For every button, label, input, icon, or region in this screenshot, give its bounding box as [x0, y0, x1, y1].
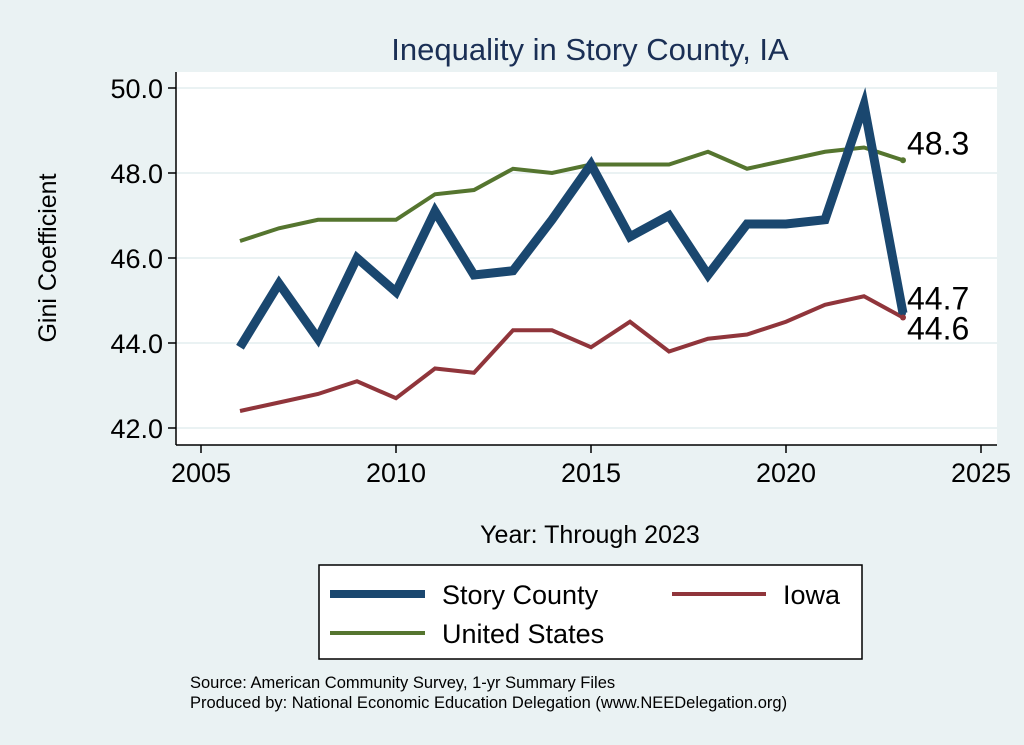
legend-label-united-states: United States: [442, 619, 604, 649]
legend-label-iowa: Iowa: [783, 580, 841, 610]
y-axis-label: Gini Coefficient: [34, 173, 62, 342]
x-tick-label: 2010: [366, 458, 426, 488]
end-label-united-states: 48.3: [907, 125, 969, 161]
source-line: Source: American Community Survey, 1-yr …: [190, 674, 615, 692]
y-ticks: 42.0 44.0 46.0 48.0 50.0: [110, 74, 176, 444]
produced-by-line: Produced by: National Economic Education…: [190, 694, 787, 712]
legend-label-story-county: Story County: [442, 580, 599, 610]
series-line-iowa: [239, 294, 904, 413]
x-ticks: 2005 2010 2015 2020 2025: [171, 445, 1011, 488]
end-point: [900, 157, 906, 164]
x-tick-label: 2015: [561, 458, 621, 488]
y-tick-label: 48.0: [110, 159, 163, 189]
legend-box: [318, 564, 863, 660]
y-tick-label: 50.0: [110, 74, 163, 104]
end-label-story-county: 44.7: [907, 280, 969, 316]
series-line-united-states: [239, 145, 904, 243]
end-label-iowa: 44.6: [907, 311, 969, 347]
series-line-story-county: [236, 87, 908, 350]
end-point: [900, 314, 906, 321]
x-tick-label: 2005: [171, 458, 231, 488]
x-axis-label: Year: Through 2023: [480, 521, 700, 549]
x-tick-label: 2020: [756, 458, 816, 488]
y-tick-label: 46.0: [110, 244, 163, 274]
end-point: [900, 310, 906, 317]
y-tick-label: 44.0: [110, 329, 163, 359]
x-tick-label: 2025: [951, 458, 1011, 488]
legend: Story County Iowa United States: [318, 564, 863, 660]
chart-title: Inequality in Story County, IA: [391, 32, 789, 67]
series: [236, 87, 908, 413]
end-labels: 44.744.6 48.3: [900, 125, 969, 347]
y-tick-label: 42.0: [110, 414, 163, 444]
